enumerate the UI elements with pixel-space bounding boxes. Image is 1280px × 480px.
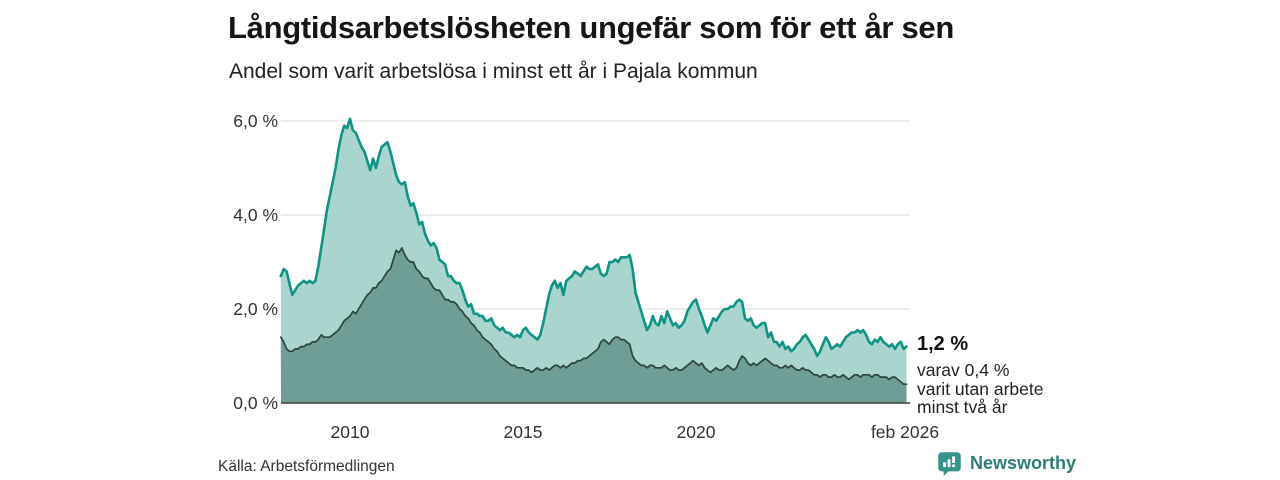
- x-axis-tick-label: feb 2026: [870, 422, 940, 442]
- line-at-least-one-year: [279, 117, 908, 358]
- annotation-detail: varav 0,4 % varit utan arbete minst två …: [917, 361, 1043, 417]
- newsworthy-logo-icon: [938, 452, 961, 477]
- chart-subtitle: Andel som varit arbetslösa i minst ett å…: [229, 60, 758, 83]
- newsworthy-logo-text: Newsworthy: [970, 453, 1077, 473]
- chart-title: Långtidsarbetslösheten ungefär som för e…: [228, 10, 955, 45]
- source-label: Källa: Arbetsförmedlingen: [218, 458, 395, 475]
- annotation-detail-line: varit utan arbete: [917, 378, 1044, 399]
- x-axis-tick-label: 2020: [676, 422, 716, 442]
- line-at-least-two-years: [279, 247, 908, 386]
- y-axis-tick-label: 6,0 %: [233, 111, 278, 131]
- x-axis-tick-label: 2010: [330, 422, 370, 442]
- y-axis-tick-label: 0,0 %: [233, 393, 278, 413]
- annotation-detail-line: minst två år: [917, 397, 1008, 417]
- annotation-latest-value: 1,2 %: [917, 333, 969, 355]
- y-axis-tick-label: 4,0 %: [233, 205, 278, 225]
- x-axis-tick-label: 2015: [503, 422, 543, 442]
- newsworthy-logo[interactable]: Newsworthy: [936, 450, 1076, 477]
- annotation-detail-line: varav 0,4 %: [917, 360, 1010, 380]
- area-at-least-two-years: [280, 247, 907, 403]
- y-axis-tick-label: 2,0 %: [233, 299, 278, 319]
